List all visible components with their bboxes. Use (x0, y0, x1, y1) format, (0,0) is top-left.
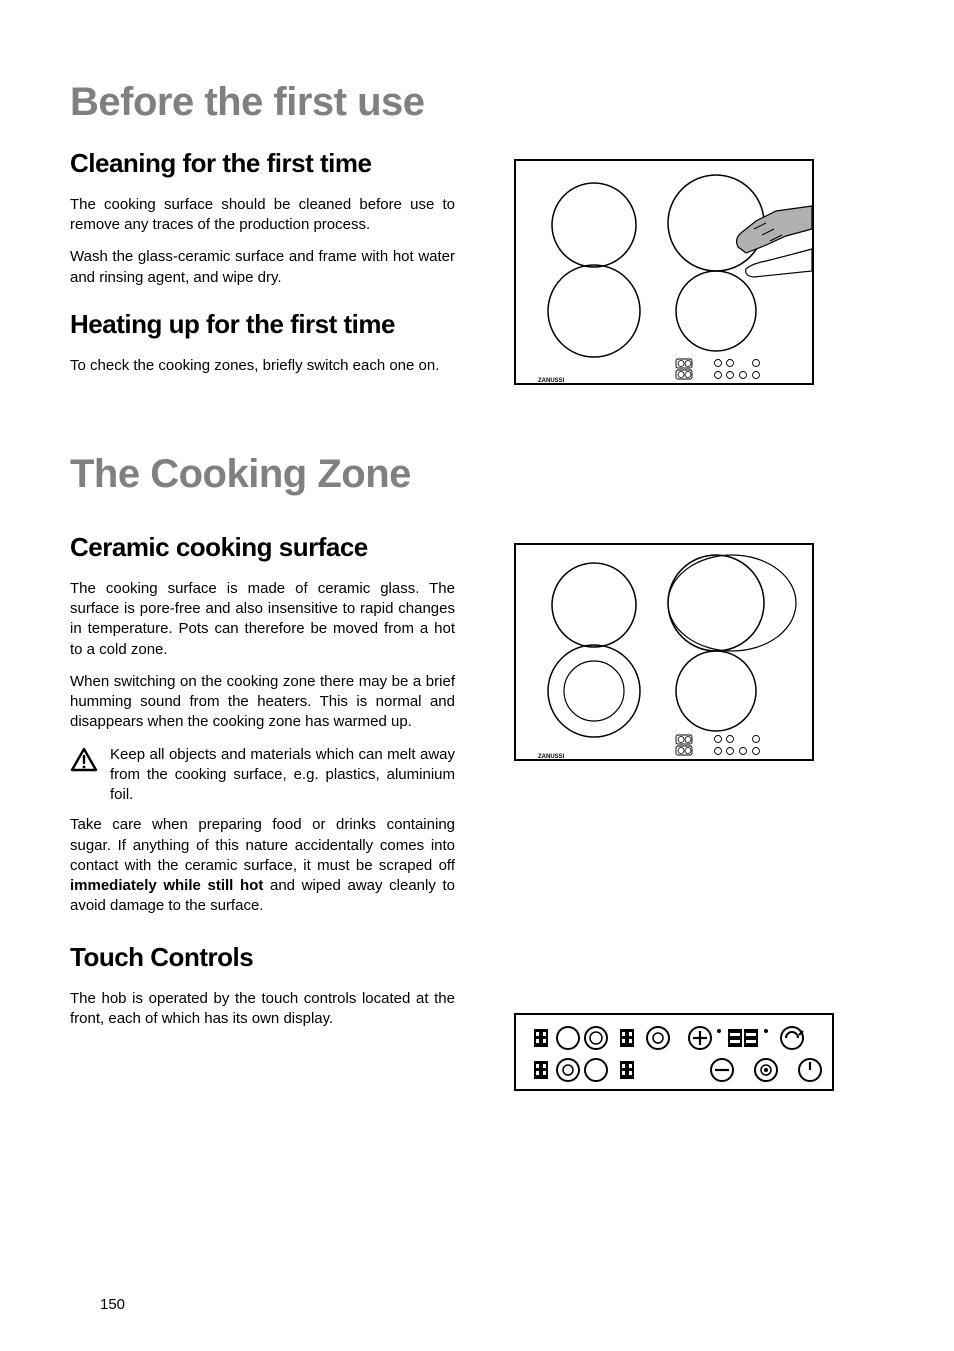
heating-p1: To check the cooking zones, briefly swit… (70, 356, 455, 376)
svg-text:ZANUSSI: ZANUSSI (538, 378, 565, 384)
warning-block: Keep all objects and materials which can… (70, 745, 455, 806)
figure-hob-zones: ZANUSSI (514, 543, 814, 761)
heating-heading: Heating up for the first time (70, 310, 455, 340)
section2-title: The Cooking Zone (70, 452, 894, 497)
ceramic-p3: Take care when preparing food or drinks … (70, 815, 455, 916)
section1-right-column: ZANUSSI (514, 149, 834, 385)
touch-p1: The hob is operated by the touch control… (70, 989, 455, 1030)
cleaning-p2: Wash the glass-ceramic surface and frame… (70, 247, 455, 288)
svg-text:ZANUSSI: ZANUSSI (538, 754, 565, 760)
warning-triangle-icon (70, 745, 98, 771)
cleaning-p1: The cooking surface should be cleaned be… (70, 195, 455, 236)
figure-touch-controls (514, 1013, 834, 1091)
cleaning-heading: Cleaning for the first time (70, 149, 455, 179)
ceramic-heading: Ceramic cooking surface (70, 533, 455, 563)
section1-left-column: Cleaning for the first time The cooking … (70, 149, 455, 388)
ceramic-p1: The cooking surface is made of ceramic g… (70, 579, 455, 660)
ceramic-p3-pre: Take care when preparing food or drinks … (70, 816, 455, 874)
section1-title: Before the first use (70, 80, 894, 125)
ceramic-p2: When switching on the cooking zone there… (70, 672, 455, 733)
figure-cleaning-hob: ZANUSSI (514, 159, 814, 385)
touch-heading: Touch Controls (70, 943, 455, 973)
ceramic-p3-bold: immediately while still hot (70, 877, 263, 894)
section2-left-column: Ceramic cooking surface The cooking surf… (70, 521, 455, 1041)
section2-right-column: ZANUSSI (514, 533, 834, 1091)
warning-text: Keep all objects and materials which can… (110, 745, 455, 806)
page-number: 150 (100, 1296, 125, 1313)
